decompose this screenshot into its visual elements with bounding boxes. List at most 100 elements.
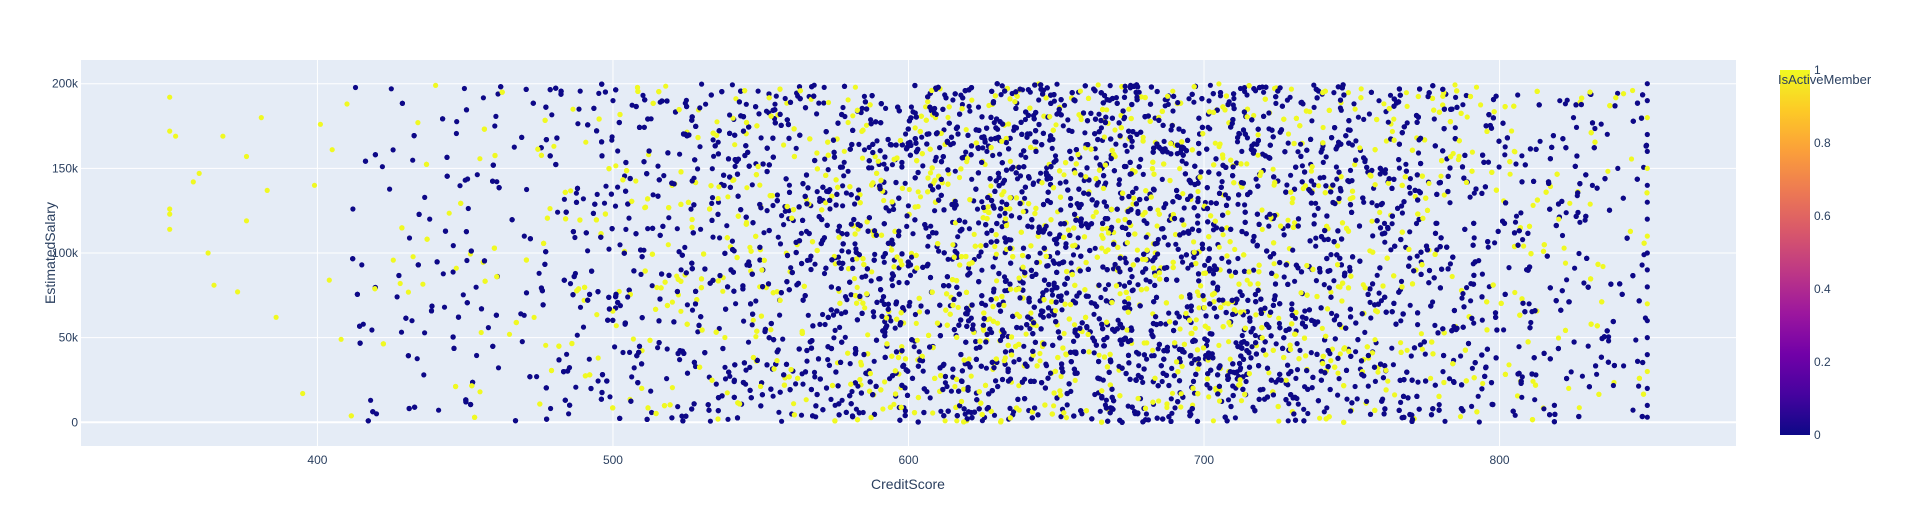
data-point — [1150, 347, 1156, 353]
data-point — [1159, 176, 1165, 182]
data-point — [917, 194, 924, 200]
data-point — [1155, 346, 1161, 352]
data-point — [907, 272, 914, 278]
data-point — [440, 271, 446, 277]
data-point — [820, 311, 826, 318]
data-point — [1404, 103, 1410, 109]
data-point — [1219, 179, 1225, 185]
data-point — [1519, 374, 1525, 380]
data-point — [1372, 378, 1378, 384]
data-point — [478, 329, 484, 336]
data-point — [1216, 398, 1223, 404]
data-point — [776, 409, 782, 415]
data-point — [1403, 90, 1409, 96]
data-point — [576, 106, 582, 112]
data-point — [1271, 261, 1277, 267]
data-point — [908, 104, 915, 110]
data-point — [932, 158, 938, 164]
data-point — [710, 234, 716, 240]
data-point — [630, 336, 637, 342]
data-point — [1152, 273, 1158, 279]
data-point — [1530, 378, 1536, 384]
data-point — [1431, 116, 1437, 122]
data-point — [1512, 219, 1519, 225]
data-point — [1391, 116, 1397, 122]
data-point — [1313, 200, 1319, 206]
data-point — [1018, 325, 1024, 331]
data-point — [1036, 97, 1042, 103]
data-point — [1027, 326, 1033, 332]
data-point — [654, 284, 660, 291]
data-point — [733, 96, 739, 102]
data-point — [1358, 86, 1364, 92]
data-point — [1216, 342, 1222, 348]
data-point — [1354, 396, 1360, 402]
data-point — [1476, 419, 1482, 425]
data-point — [1639, 262, 1645, 268]
data-point — [920, 368, 926, 374]
data-point — [518, 311, 524, 317]
data-point — [1389, 221, 1395, 227]
data-point — [666, 215, 672, 221]
data-point — [1069, 128, 1075, 134]
data-point — [825, 357, 831, 363]
data-point — [868, 278, 874, 284]
data-point — [1364, 398, 1370, 404]
data-point — [575, 121, 581, 127]
data-point — [758, 135, 764, 141]
data-point — [1323, 154, 1329, 160]
data-point — [749, 182, 755, 188]
data-point — [1348, 408, 1354, 414]
data-point — [904, 223, 910, 229]
data-point — [955, 234, 961, 240]
data-point — [1333, 164, 1339, 170]
data-point — [714, 119, 720, 125]
data-point — [390, 257, 396, 263]
data-point — [549, 112, 555, 118]
data-point — [1555, 335, 1562, 341]
data-point — [519, 339, 525, 345]
data-point — [1537, 138, 1543, 144]
data-point — [881, 197, 887, 204]
data-point — [1605, 168, 1611, 174]
data-point — [1502, 144, 1508, 150]
data-point — [1351, 101, 1357, 107]
data-point — [1226, 339, 1232, 345]
data-point — [1506, 265, 1512, 271]
data-point — [1447, 200, 1453, 206]
data-point — [1370, 233, 1376, 239]
data-point — [963, 149, 969, 155]
data-point — [1068, 260, 1074, 266]
data-point — [1460, 102, 1466, 108]
data-point — [1033, 139, 1039, 145]
data-point — [1276, 320, 1282, 327]
data-point — [1126, 301, 1132, 307]
data-point — [1191, 239, 1197, 245]
data-point — [1376, 98, 1382, 104]
data-point — [954, 250, 960, 256]
data-point — [938, 408, 944, 414]
data-point — [1422, 351, 1428, 357]
data-point — [1344, 396, 1350, 402]
data-point — [1460, 291, 1466, 297]
data-point — [678, 308, 684, 314]
data-point — [1242, 202, 1248, 208]
data-point — [722, 364, 728, 370]
data-point — [1311, 212, 1317, 218]
data-point — [1301, 406, 1307, 412]
data-point — [1518, 210, 1524, 216]
data-point — [1037, 350, 1043, 357]
data-point — [1051, 403, 1057, 409]
data-point — [927, 183, 934, 189]
grid-lines — [81, 60, 1736, 446]
data-point — [915, 189, 921, 195]
data-point — [948, 388, 955, 394]
data-point — [1407, 176, 1413, 182]
data-point — [1383, 109, 1389, 115]
data-point — [1238, 365, 1244, 371]
data-point — [745, 339, 752, 345]
data-point — [822, 156, 828, 162]
data-point — [1220, 232, 1226, 238]
data-point — [1352, 162, 1358, 168]
data-point — [1169, 410, 1175, 416]
